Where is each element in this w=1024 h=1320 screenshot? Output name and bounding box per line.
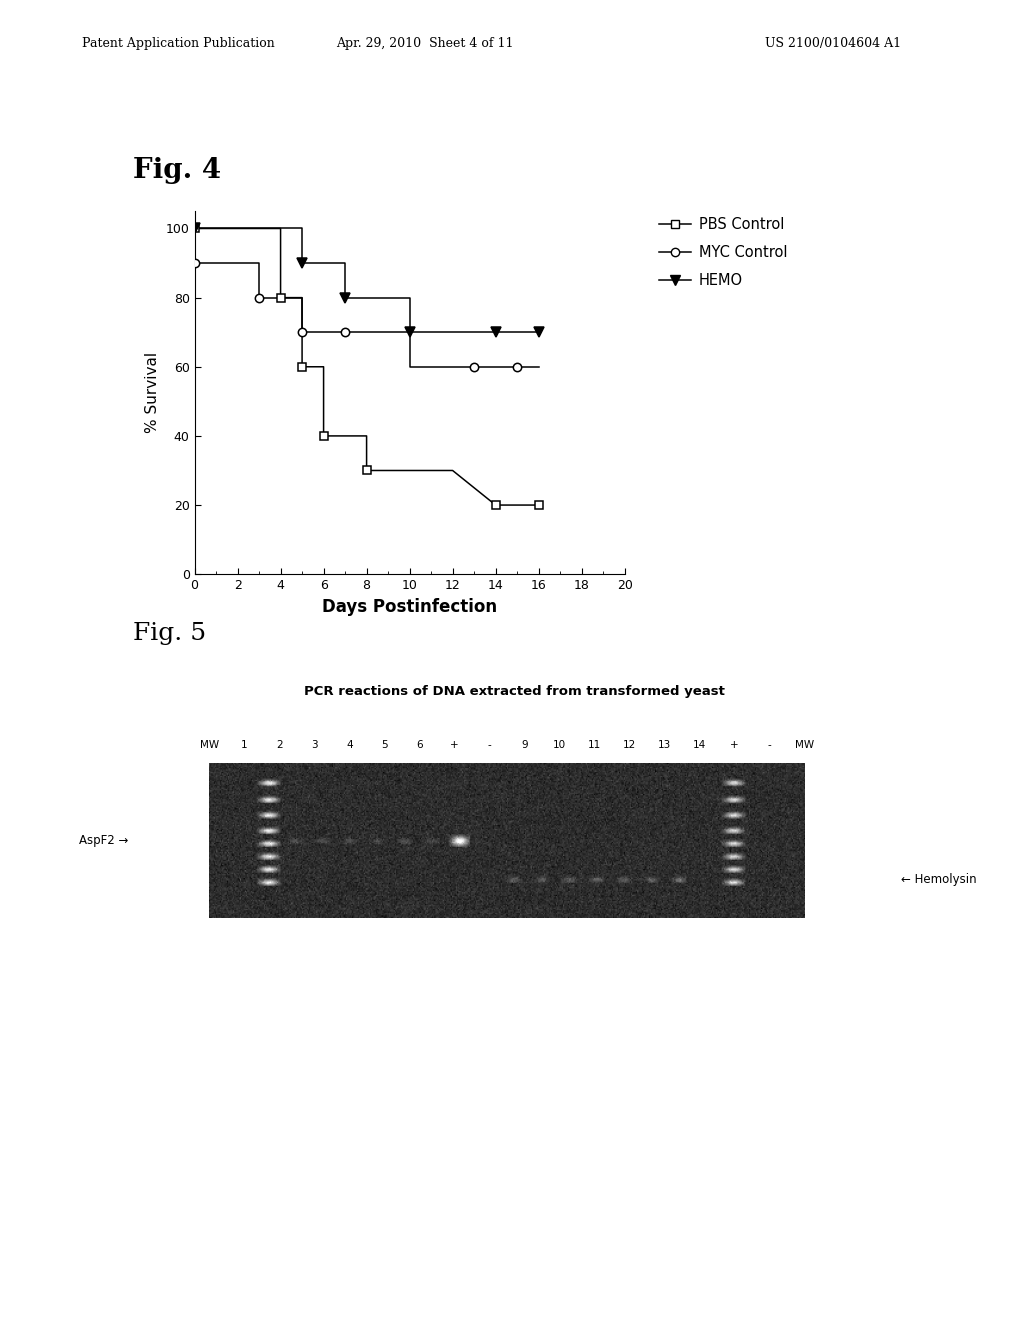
Text: 14: 14	[693, 741, 707, 750]
Text: 9: 9	[521, 741, 527, 750]
Text: Apr. 29, 2010  Sheet 4 of 11: Apr. 29, 2010 Sheet 4 of 11	[336, 37, 514, 50]
Text: AspF2 →: AspF2 →	[79, 834, 128, 847]
Text: MW: MW	[200, 741, 219, 750]
Text: 2: 2	[276, 741, 283, 750]
Text: Fig. 4: Fig. 4	[133, 157, 221, 185]
X-axis label: Days Postinfection: Days Postinfection	[322, 598, 498, 615]
Text: 6: 6	[416, 741, 423, 750]
Text: 10: 10	[553, 741, 566, 750]
Text: PCR reactions of DNA extracted from transformed yeast: PCR reactions of DNA extracted from tran…	[304, 685, 725, 698]
Legend: PBS Control, MYC Control, HEMO: PBS Control, MYC Control, HEMO	[653, 211, 793, 294]
Text: 11: 11	[588, 741, 601, 750]
Text: 13: 13	[657, 741, 671, 750]
Text: +: +	[451, 741, 459, 750]
Text: US 2100/0104604 A1: US 2100/0104604 A1	[765, 37, 901, 50]
Text: Patent Application Publication: Patent Application Publication	[82, 37, 274, 50]
Text: 12: 12	[623, 741, 636, 750]
Text: 4: 4	[346, 741, 352, 750]
Text: -: -	[487, 741, 492, 750]
Text: 1: 1	[241, 741, 248, 750]
Text: MW: MW	[795, 741, 814, 750]
Text: 3: 3	[311, 741, 317, 750]
Text: Fig. 5: Fig. 5	[133, 622, 206, 645]
Text: -: -	[768, 741, 771, 750]
Text: 5: 5	[381, 741, 388, 750]
Y-axis label: % Survival: % Survival	[145, 352, 161, 433]
Text: ← Hemolysin: ← Hemolysin	[901, 873, 977, 886]
Text: +: +	[730, 741, 738, 750]
